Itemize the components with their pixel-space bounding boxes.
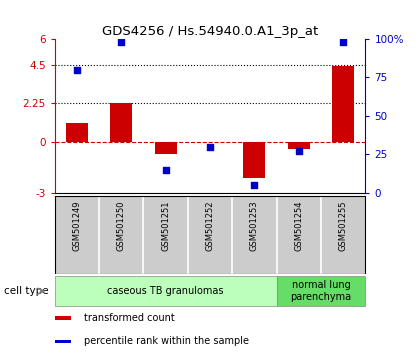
Text: percentile rank within the sample: percentile rank within the sample — [84, 336, 249, 346]
Point — [251, 182, 258, 188]
Text: GSM501250: GSM501250 — [117, 200, 126, 251]
Text: GSM501255: GSM501255 — [339, 200, 348, 251]
Bar — [288, 142, 310, 149]
Point — [162, 167, 169, 173]
Point — [74, 67, 80, 73]
Bar — [110, 103, 132, 142]
Text: GSM501252: GSM501252 — [205, 200, 215, 251]
Text: caseous TB granulomas: caseous TB granulomas — [108, 286, 224, 296]
Bar — [55, 276, 277, 306]
Title: GDS4256 / Hs.54940.0.A1_3p_at: GDS4256 / Hs.54940.0.A1_3p_at — [102, 25, 318, 38]
Point — [340, 39, 346, 45]
Text: GSM501253: GSM501253 — [250, 200, 259, 251]
Point — [118, 39, 125, 45]
Point — [207, 144, 213, 149]
Bar — [55, 316, 71, 320]
Bar — [66, 123, 88, 142]
Text: transformed count: transformed count — [84, 313, 175, 323]
Bar — [55, 339, 71, 343]
Bar — [155, 142, 177, 154]
Bar — [243, 142, 265, 178]
Text: GSM501249: GSM501249 — [72, 200, 81, 251]
Point — [295, 149, 302, 154]
Text: GSM501254: GSM501254 — [294, 200, 303, 251]
Text: GSM501251: GSM501251 — [161, 200, 170, 251]
Bar — [277, 276, 365, 306]
Text: normal lung
parenchyma: normal lung parenchyma — [291, 280, 352, 302]
Bar — [332, 66, 354, 142]
Text: cell type: cell type — [4, 286, 49, 296]
